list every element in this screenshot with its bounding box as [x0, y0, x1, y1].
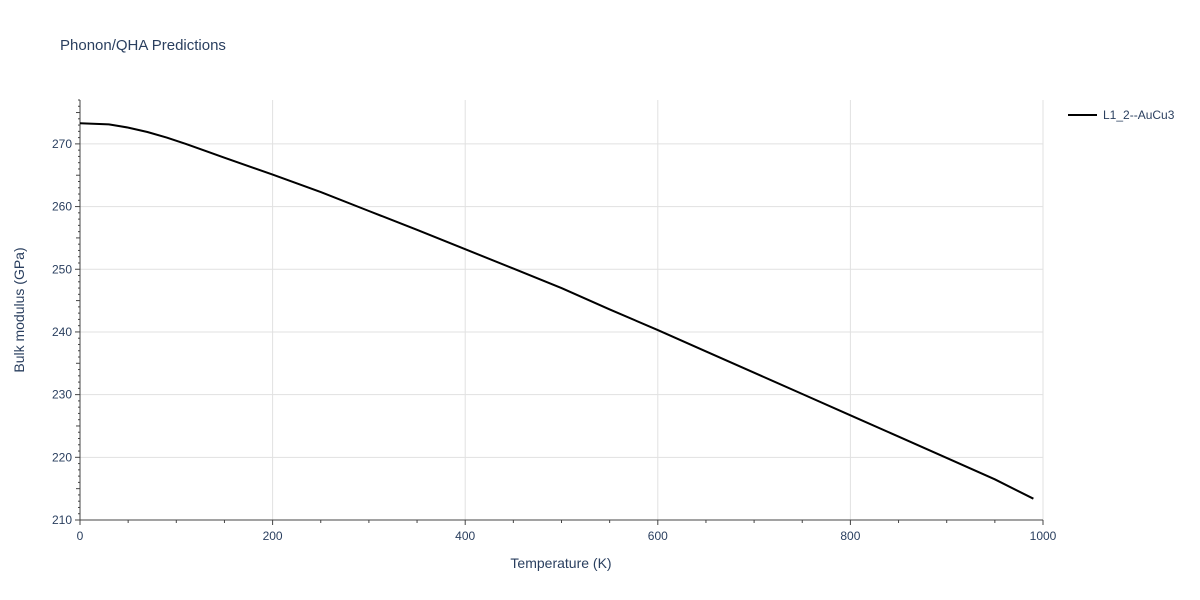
y-tick-label: 270	[52, 137, 72, 151]
y-tick-label: 210	[52, 513, 72, 527]
x-tick-label: 400	[455, 529, 475, 543]
x-axis-title: Temperature (K)	[510, 555, 611, 571]
x-tick-label: 1000	[1030, 529, 1057, 543]
x-tick-label: 800	[840, 529, 860, 543]
y-tick-label: 250	[52, 262, 72, 276]
x-tick-label: 0	[77, 529, 84, 543]
axis-layer: 0 200 400 600 800 1000 210 220 230 240 250 260 270	[52, 99, 1057, 543]
series-layer	[79, 122, 1034, 500]
y-tick-label: 220	[52, 450, 72, 464]
y-axis-title: Bulk modulus (GPa)	[11, 247, 27, 372]
chart-title: Phonon/QHA Predictions	[60, 37, 226, 54]
y-tick-label: 240	[52, 325, 72, 339]
y-tick-label: 260	[52, 200, 72, 214]
legend-label: L1_2--AuCu3	[1103, 108, 1175, 122]
legend[interactable]: L1_2--AuCu3	[1068, 108, 1175, 122]
grid-layer	[80, 100, 1044, 520]
series-line-0	[79, 122, 1034, 500]
x-tick-label: 600	[648, 529, 668, 543]
y-tick-label: 230	[52, 388, 72, 402]
x-tick-label: 200	[263, 529, 283, 543]
